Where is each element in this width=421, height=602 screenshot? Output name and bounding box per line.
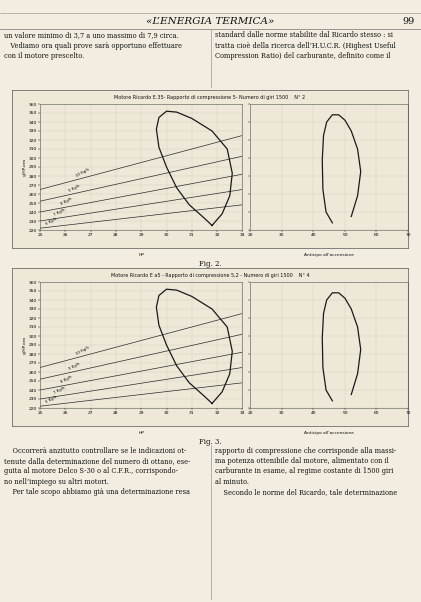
Y-axis label: g/HP.ora: g/HP.ora xyxy=(22,336,27,354)
Text: 8 Kg/h: 8 Kg/h xyxy=(60,375,73,385)
Text: 9 Kg/h: 9 Kg/h xyxy=(68,184,81,193)
Text: standard dalle norme stabilite dal Ricardo stesso : si
tratta cioè della ricerca: standard dalle norme stabilite dal Ricar… xyxy=(215,31,395,60)
Text: Benzina A.: Benzina A. xyxy=(197,282,223,287)
Text: HP: HP xyxy=(138,430,144,435)
Text: 10 Kg/h: 10 Kg/h xyxy=(75,346,91,356)
Text: un valore minimo di 3,7 a uno massimo di 7,9 circa.
   Vediamo ora quali prove s: un valore minimo di 3,7 a uno massimo di… xyxy=(4,31,182,60)
Text: 9 Kg/h: 9 Kg/h xyxy=(68,362,81,371)
Text: 10 Kg/h: 10 Kg/h xyxy=(75,168,91,178)
Text: Benzina A.: Benzina A. xyxy=(197,104,223,109)
Text: Fig. 3.: Fig. 3. xyxy=(199,438,221,446)
Text: Anticipo all'accensione: Anticipo all'accensione xyxy=(304,430,354,435)
Text: Occorrerà anzitutto controllare se le indicazioni ot-
tenute dalla determinazion: Occorrerà anzitutto controllare se le in… xyxy=(4,447,191,496)
Text: Motore Ricardo E a5 - Rapporto di compressione 5,2 - Numero di giri 1500    N° 4: Motore Ricardo E a5 - Rapporto di compre… xyxy=(111,273,309,278)
Text: Motore Ricardo E.35- Rapporto di compressione 5- Numero di giri 1500    N° 2: Motore Ricardo E.35- Rapporto di compres… xyxy=(115,95,306,100)
Text: 7 Kg/h: 7 Kg/h xyxy=(53,386,66,396)
Text: 99: 99 xyxy=(402,16,415,25)
Text: 7 Kg/h: 7 Kg/h xyxy=(53,208,66,217)
Text: 6 Kg/h: 6 Kg/h xyxy=(45,217,58,226)
Text: Anticipo all'accensione: Anticipo all'accensione xyxy=(304,253,354,256)
Text: 8 Kg/h: 8 Kg/h xyxy=(60,197,73,206)
Text: rapporto di compressione che corrisponde alla massi-
ma potenza ottenibile dal m: rapporto di compressione che corrisponde… xyxy=(215,447,397,496)
Text: 6 Kg/h: 6 Kg/h xyxy=(45,394,58,404)
Text: HP: HP xyxy=(138,253,144,256)
Text: «L’ENERGIA TERMICA»: «L’ENERGIA TERMICA» xyxy=(147,16,274,25)
Text: Fig. 2.: Fig. 2. xyxy=(199,260,221,268)
Y-axis label: g/HP.ora: g/HP.ora xyxy=(22,158,27,176)
